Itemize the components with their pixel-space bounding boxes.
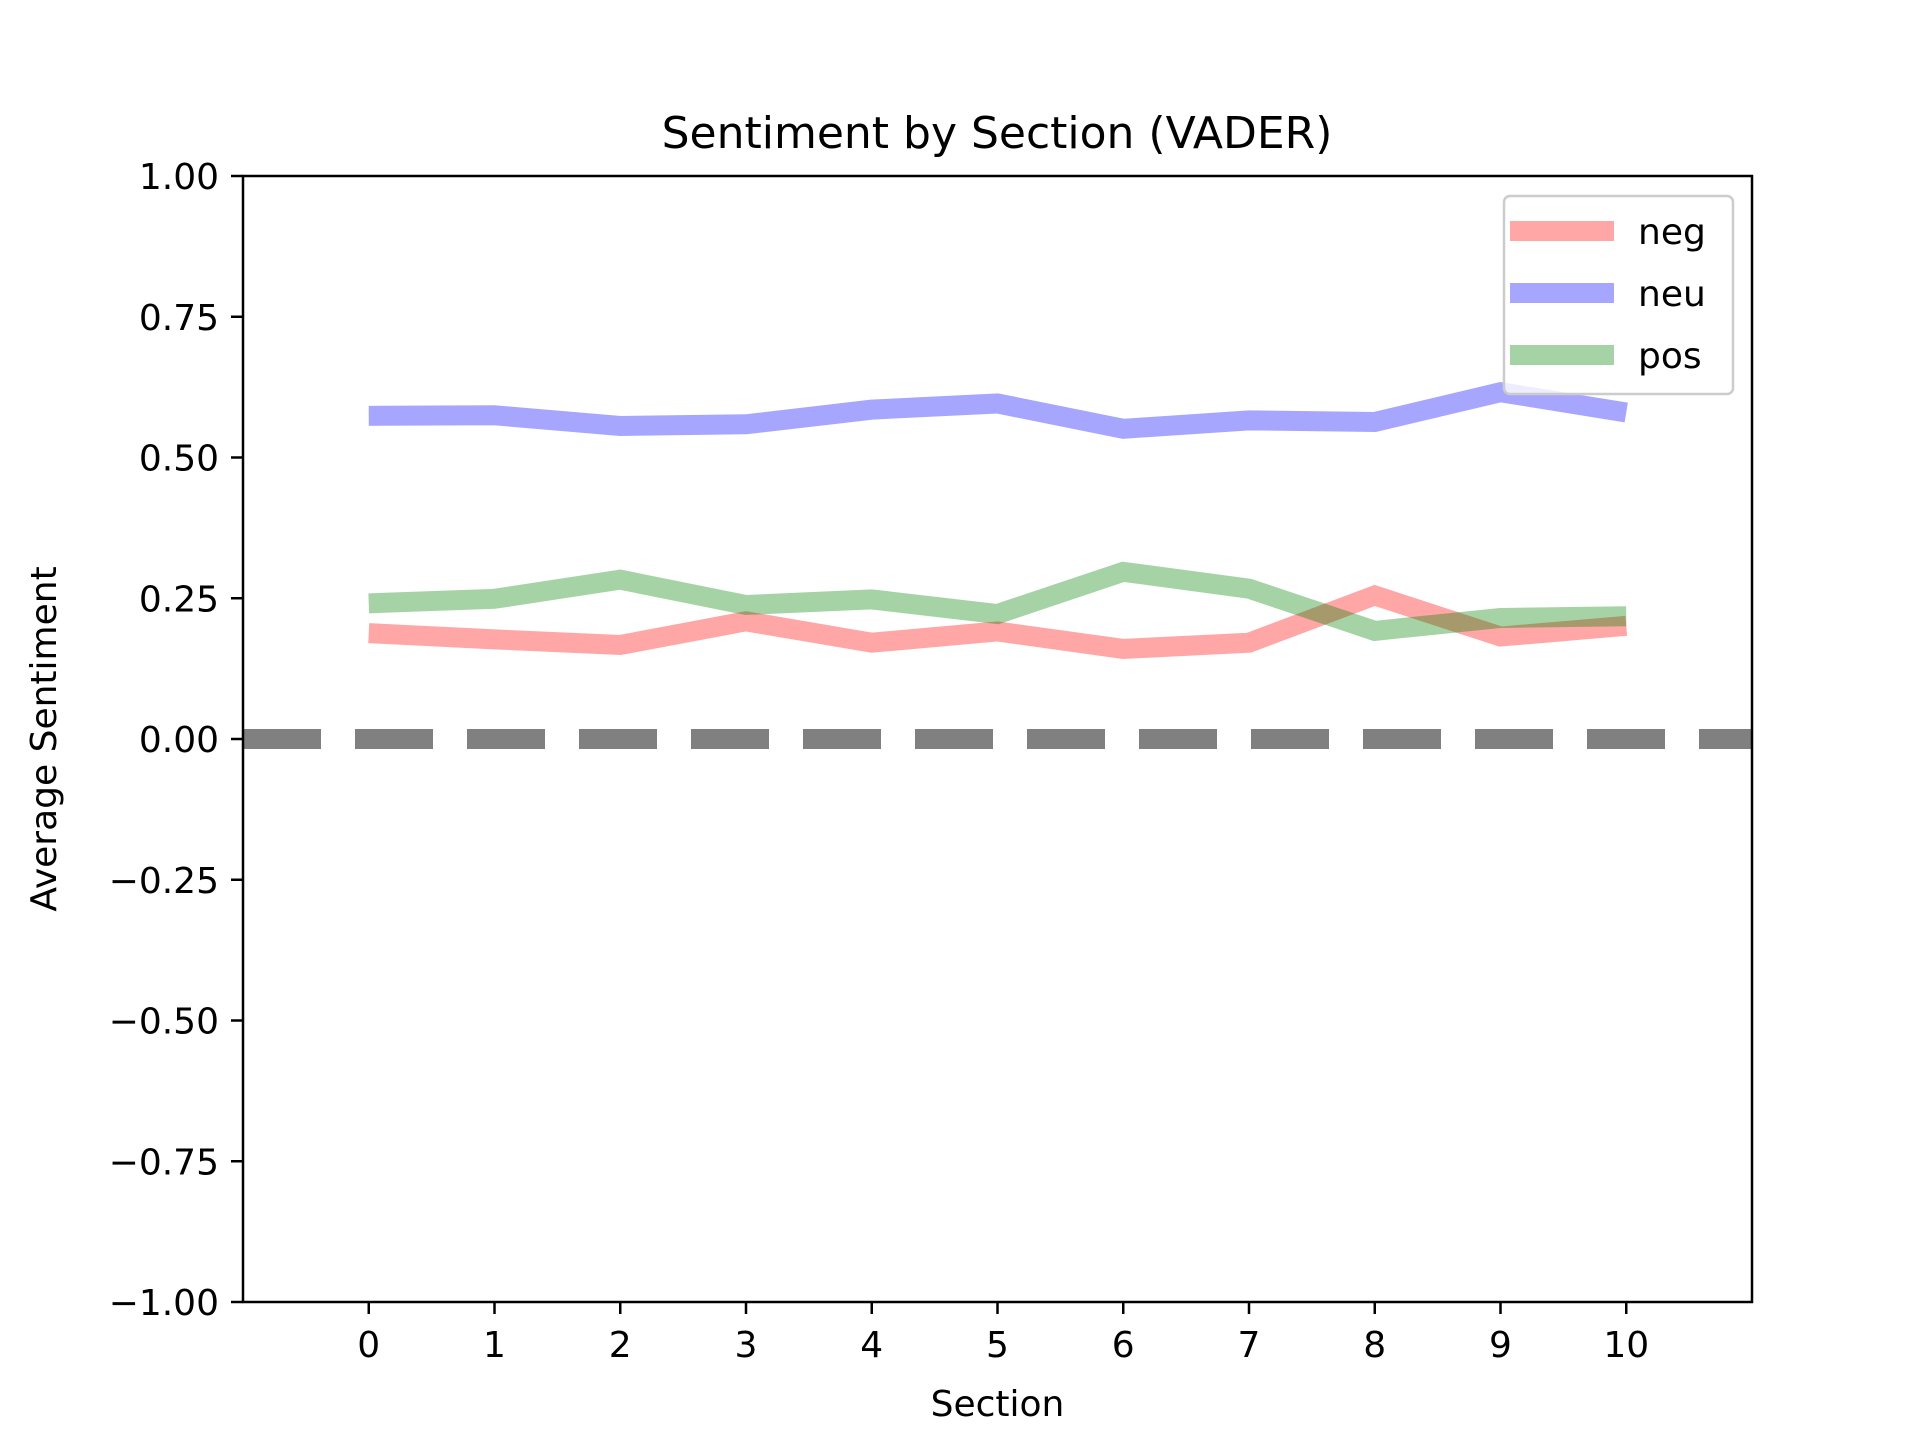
x-tick-label: 9 <box>1489 1325 1512 1366</box>
x-tick-label: 5 <box>986 1325 1009 1366</box>
y-axis-label: Average Sentiment <box>24 566 65 911</box>
y-axis-ticks: −1.00 −0.75 −0.50 −0.25 0.00 0.25 0.50 0.75 1.00 <box>109 157 243 1324</box>
x-tick-label: 2 <box>609 1325 632 1366</box>
legend-label-neg: neg <box>1638 212 1706 253</box>
x-tick-label: 10 <box>1603 1325 1649 1366</box>
x-tick-label: 6 <box>1112 1325 1135 1366</box>
x-tick-label: 0 <box>357 1325 380 1366</box>
x-axis-ticks: 0 1 2 3 4 5 6 7 8 9 10 <box>357 1302 1649 1366</box>
y-tick-label: 0.50 <box>139 439 219 480</box>
y-tick-label: 0.75 <box>139 298 219 339</box>
x-tick-label: 1 <box>483 1325 506 1366</box>
legend-label-pos: pos <box>1638 336 1702 377</box>
legend: neg neu pos <box>1502 194 1735 396</box>
x-axis-label: Section <box>931 1384 1065 1425</box>
y-tick-label: −1.00 <box>109 1283 219 1324</box>
legend-label-neu: neu <box>1638 274 1706 315</box>
y-tick-label: 0.00 <box>139 720 219 761</box>
x-tick-label: 7 <box>1238 1325 1261 1366</box>
legend-box <box>1502 194 1735 396</box>
y-tick-label: −0.25 <box>109 861 219 902</box>
y-tick-label: 1.00 <box>139 157 219 198</box>
series-line-pos <box>368 561 1627 642</box>
series-layer <box>368 382 1628 659</box>
series-line-neg <box>368 584 1628 659</box>
x-tick-label: 8 <box>1363 1325 1386 1366</box>
y-tick-label: 0.25 <box>139 579 219 620</box>
x-tick-label: 4 <box>860 1325 883 1366</box>
series-line-neu <box>368 382 1628 439</box>
x-tick-label: 3 <box>735 1325 758 1366</box>
y-tick-label: −0.75 <box>109 1142 219 1183</box>
y-tick-label: −0.50 <box>109 1002 219 1043</box>
chart-title: Sentiment by Section (VADER) <box>662 108 1333 159</box>
